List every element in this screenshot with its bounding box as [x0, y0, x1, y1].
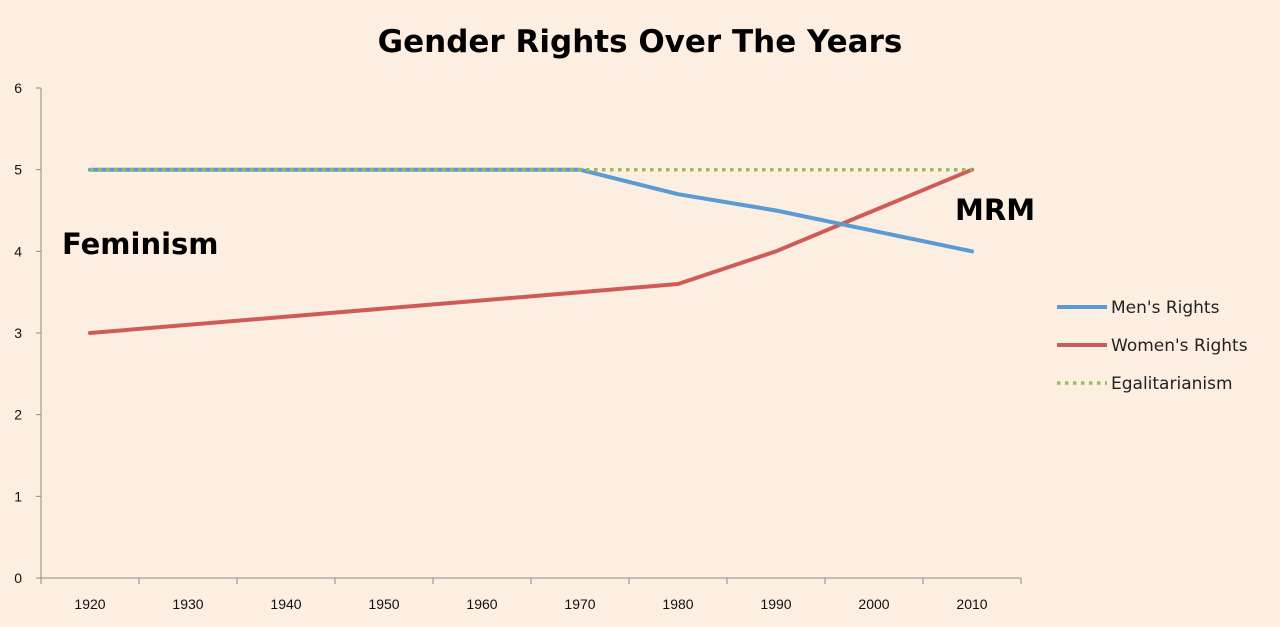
- y-tick-label: 3: [14, 325, 22, 341]
- x-tick-label: 2010: [956, 596, 987, 612]
- legend-label: Women's Rights: [1111, 336, 1248, 356]
- y-tick-label: 4: [14, 243, 22, 259]
- x-tick-label: 1960: [466, 596, 497, 612]
- x-tick-label: 1930: [172, 596, 203, 612]
- chart-title: Gender Rights Over The Years: [378, 24, 903, 60]
- legend-label: Men's Rights: [1111, 298, 1220, 318]
- x-tick-label: 1940: [270, 596, 301, 612]
- annotation-layer: Feminism MRM: [62, 193, 1035, 261]
- y-tick-label: 0: [14, 570, 22, 586]
- y-tick-label: 2: [14, 407, 22, 423]
- x-tick-label: 1950: [368, 596, 399, 612]
- y-tick-label: 1: [14, 488, 22, 504]
- x-tick-label: 2000: [858, 596, 889, 612]
- annotation-feminism: Feminism: [62, 227, 219, 261]
- x-tick-label: 1980: [662, 596, 693, 612]
- y-tick-label: 5: [14, 162, 22, 178]
- axes: 0 1 2 3 4 5 6 1920 1930 1940 1950 1960 1970 1980 1990 2…: [14, 80, 1022, 612]
- x-tick-label: 1920: [74, 596, 105, 612]
- annotation-mrm: MRM: [955, 193, 1035, 227]
- x-tick-label: 1970: [564, 596, 595, 612]
- series-line-women-s-rights: [88, 167, 974, 335]
- x-tick-label: 1990: [760, 596, 791, 612]
- series-layer: [88, 167, 974, 335]
- legend-label: Egalitarianism: [1111, 374, 1233, 394]
- series-line-men-s-rights: [88, 167, 974, 254]
- y-tick-label: 6: [14, 80, 22, 96]
- legend: Men's Rights Women's Rights Egalitarianism: [1057, 298, 1248, 394]
